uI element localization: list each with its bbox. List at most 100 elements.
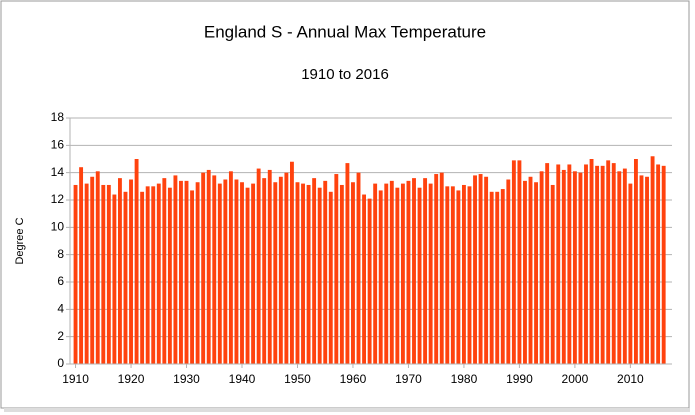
bar (412, 178, 416, 364)
bar (351, 182, 355, 364)
bar (106, 184, 111, 364)
bar (145, 186, 150, 364)
bar (400, 183, 405, 364)
bar (112, 194, 117, 364)
bar (317, 187, 322, 364)
bar (223, 179, 228, 364)
bar (423, 178, 428, 364)
bar (79, 167, 84, 364)
bar (362, 194, 367, 364)
x-tick-label: 2000 (562, 372, 589, 386)
bar (129, 179, 133, 364)
bar (345, 163, 350, 364)
bar (284, 172, 289, 364)
bar (500, 189, 505, 364)
bar (117, 178, 122, 364)
bar (339, 184, 344, 364)
y-tick-label: 10 (51, 220, 65, 234)
bar (334, 174, 339, 364)
bar (545, 163, 550, 364)
bar (90, 176, 95, 364)
bar (461, 184, 466, 364)
bar (539, 171, 544, 364)
bar (378, 190, 383, 364)
bar (373, 183, 378, 364)
y-tick-label: 6 (57, 274, 64, 288)
x-tick-label: 1970 (395, 372, 422, 386)
bar (445, 186, 450, 364)
bar (511, 160, 516, 364)
shadow (4, 408, 690, 412)
bar (622, 168, 627, 364)
bar (306, 184, 311, 364)
y-tick-label: 16 (51, 138, 65, 152)
bar (167, 187, 172, 364)
bar (617, 171, 622, 364)
x-tick-label: 1920 (118, 372, 145, 386)
bar (289, 161, 294, 364)
bar (450, 186, 455, 364)
bar (628, 183, 633, 364)
y-axis-label: Degree C (14, 217, 26, 264)
bar (312, 178, 317, 364)
chart-title: England S - Annual Max Temperature (204, 22, 486, 41)
bar (534, 182, 539, 364)
bar (123, 191, 128, 364)
y-tick-label: 12 (51, 192, 65, 206)
bar (600, 165, 605, 364)
bar (467, 186, 472, 364)
bar (301, 183, 305, 364)
x-tick-label: 1990 (506, 372, 533, 386)
bar (84, 183, 89, 364)
bar (495, 191, 500, 364)
bar (273, 182, 278, 364)
x-tick-label: 1910 (62, 372, 89, 386)
bar (140, 191, 145, 364)
bar (367, 198, 372, 364)
bar (156, 183, 161, 364)
bar (356, 172, 361, 364)
bar (661, 165, 666, 364)
x-tick-label: 1960 (340, 372, 367, 386)
bar (262, 178, 267, 364)
bar (95, 171, 100, 364)
y-tick-label: 14 (51, 165, 65, 179)
bar (556, 164, 561, 364)
bar (589, 159, 594, 364)
bar (173, 175, 178, 364)
bar (240, 182, 244, 364)
bar (528, 176, 533, 364)
bar (328, 191, 333, 364)
bar (195, 182, 200, 364)
bar (606, 160, 611, 364)
bar (251, 183, 256, 364)
bar (417, 187, 422, 364)
bar (323, 180, 328, 364)
bar (595, 165, 600, 364)
bar (550, 184, 555, 364)
bar (151, 186, 156, 364)
bar (278, 176, 283, 364)
bar (134, 159, 139, 364)
bar (389, 180, 394, 364)
bar (650, 156, 655, 364)
bar (523, 180, 527, 364)
bar (234, 179, 239, 364)
y-tick-label: 18 (51, 110, 65, 124)
bar (179, 180, 183, 364)
bar (567, 164, 572, 364)
y-tick-label: 0 (57, 356, 64, 370)
bar (561, 169, 566, 364)
bar (406, 180, 411, 364)
bar (456, 190, 461, 364)
y-tick-label: 4 (57, 302, 64, 316)
bar (101, 184, 106, 364)
bar (184, 180, 189, 364)
bar (256, 168, 261, 364)
x-tick-label: 1980 (451, 372, 478, 386)
bar (201, 172, 206, 364)
bar (633, 159, 638, 364)
bar (645, 176, 649, 364)
